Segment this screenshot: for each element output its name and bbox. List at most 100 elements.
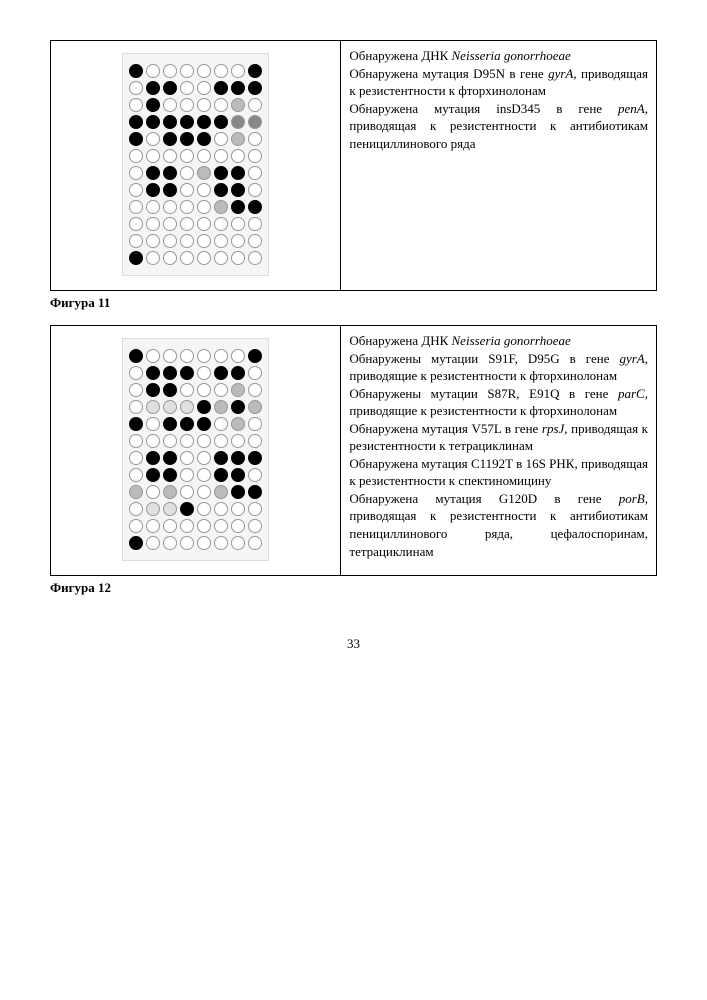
microarray-dot [248,251,262,265]
microarray-dot [180,217,194,231]
microarray-dot [180,502,194,516]
result-text: Обнаружена мутация D95N в гене [349,66,548,81]
microarray-12 [122,338,269,561]
result-line: Обнаружена ДНК Neisseria gonorrhoeae [349,47,648,65]
microarray-dot [214,132,228,146]
microarray-dot [214,366,228,380]
microarray-dot [163,81,177,95]
gene-name: gyrA [548,66,573,81]
microarray-dot [231,149,245,163]
microarray-dot [180,468,194,482]
microarray-dot [163,234,177,248]
microarray-dot [146,366,160,380]
microarray-dot [214,183,228,197]
microarray-dot [180,64,194,78]
figure-12-block: Обнаружена ДНК Neisseria gonorrhoeaeОбна… [50,325,657,576]
figure-11-image-cell [51,41,341,290]
microarray-dot [146,536,160,550]
microarray-dot [180,132,194,146]
microarray-dot [146,149,160,163]
microarray-dot [214,349,228,363]
microarray-dot [248,98,262,112]
microarray-dot [248,81,262,95]
microarray-dot [146,468,160,482]
microarray-dot [248,64,262,78]
microarray-dot [248,468,262,482]
microarray-dot [197,417,211,431]
microarray-dot [248,200,262,214]
microarray-row [129,366,262,380]
microarray-dot [248,115,262,129]
microarray-dot [146,502,160,516]
microarray-dot [146,251,160,265]
microarray-dot [163,132,177,146]
microarray-dot [163,383,177,397]
microarray-dot [129,349,143,363]
microarray-dot [129,98,143,112]
microarray-dot [197,434,211,448]
microarray-dot [231,519,245,533]
microarray-dot [214,149,228,163]
microarray-dot [197,64,211,78]
microarray-dot [214,234,228,248]
microarray-dot [146,519,160,533]
microarray-dot [231,383,245,397]
gene-name: rpsJ [542,421,564,436]
gene-name: gyrA [619,351,644,366]
microarray-dot [214,98,228,112]
microarray-dot [146,400,160,414]
microarray-dot [163,64,177,78]
microarray-dot [214,485,228,499]
microarray-dot [129,519,143,533]
page-number: 33 [50,636,657,652]
microarray-dot [146,81,160,95]
microarray-row [129,217,262,231]
microarray-dot [197,200,211,214]
result-line: Обнаружена мутация V57L в гене rpsJ, при… [349,420,648,455]
microarray-dot [180,234,194,248]
microarray-dot [231,166,245,180]
microarray-dot [146,234,160,248]
microarray-dot [197,485,211,499]
microarray-dot [129,417,143,431]
microarray-row [129,234,262,248]
microarray-row [129,400,262,414]
microarray-dot [231,400,245,414]
microarray-dot [197,149,211,163]
microarray-dot [146,383,160,397]
microarray-dot [163,468,177,482]
microarray-dot [248,366,262,380]
microarray-dot [163,349,177,363]
microarray-dot [146,417,160,431]
microarray-dot [197,519,211,533]
microarray-dot [231,434,245,448]
microarray-dot [214,166,228,180]
microarray-row [129,502,262,516]
microarray-row [129,183,262,197]
microarray-dot [180,200,194,214]
microarray-dot [129,217,143,231]
microarray-dot [129,451,143,465]
microarray-dot [231,349,245,363]
microarray-dot [129,81,143,95]
microarray-dot [163,400,177,414]
microarray-dot [231,468,245,482]
microarray-dot [163,149,177,163]
microarray-dot [231,502,245,516]
result-text: Обнаружены мутации S87R, E91Q в гене [349,386,618,401]
microarray-row [129,468,262,482]
microarray-dot [129,251,143,265]
microarray-dot [129,366,143,380]
microarray-row [129,166,262,180]
microarray-dot [197,349,211,363]
microarray-dot [231,98,245,112]
microarray-dot [197,98,211,112]
microarray-row [129,251,262,265]
microarray-row [129,536,262,550]
microarray-dot [163,366,177,380]
microarray-dot [129,434,143,448]
microarray-dot [180,251,194,265]
microarray-dot [214,383,228,397]
microarray-row [129,149,262,163]
microarray-row [129,451,262,465]
